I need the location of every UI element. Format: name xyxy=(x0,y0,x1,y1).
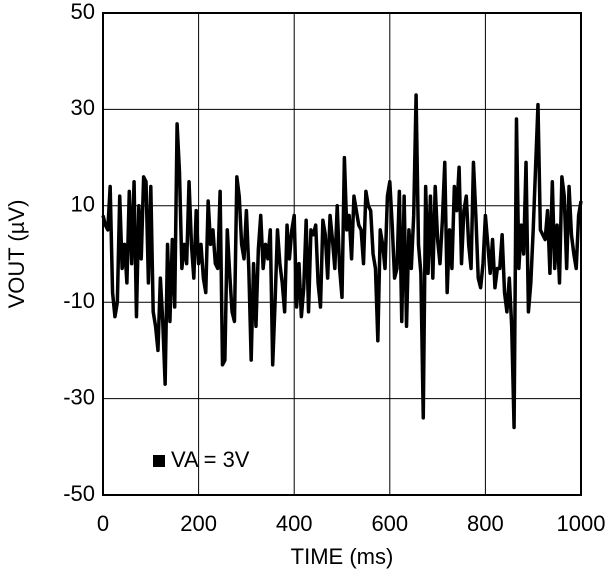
y-tick-label: 30 xyxy=(71,95,95,120)
y-tick-label: -10 xyxy=(63,288,95,313)
y-tick-label: 10 xyxy=(71,192,95,217)
y-tick-label: 50 xyxy=(71,0,95,24)
x-tick-label: 1000 xyxy=(557,511,606,536)
data-line xyxy=(101,93,583,430)
x-tick-label: 400 xyxy=(276,511,313,536)
y-axis-label: VOUT (µV) xyxy=(4,200,29,309)
legend-label: VA = 3V xyxy=(171,447,250,472)
legend-swatch xyxy=(153,455,165,467)
x-tick-label: 200 xyxy=(180,511,217,536)
y-tick-label: -50 xyxy=(63,481,95,506)
x-tick-label: 800 xyxy=(467,511,504,536)
x-tick-label: 600 xyxy=(371,511,408,536)
x-axis-label: TIME (ms) xyxy=(291,544,394,569)
x-tick-label: 0 xyxy=(97,511,109,536)
plot-frame xyxy=(102,12,582,496)
y-tick-label: -30 xyxy=(63,384,95,409)
